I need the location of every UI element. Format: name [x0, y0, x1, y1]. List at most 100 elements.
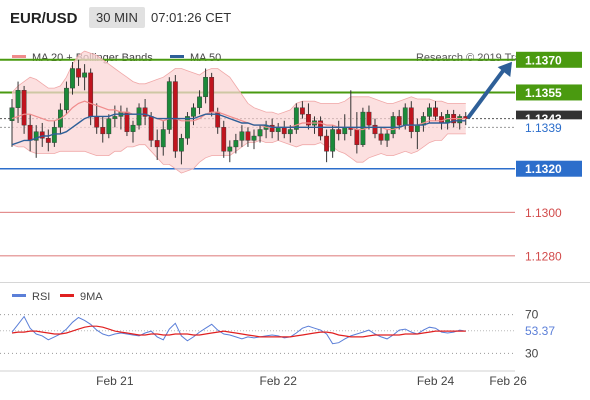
level-label: 1.1339	[525, 121, 562, 135]
candle-body	[396, 116, 402, 126]
current-time: 07:01:26 CET	[151, 10, 232, 25]
rsi-level-label: 30	[525, 346, 539, 360]
price-legend: MA 20 + Bollinger BandsMA 50	[12, 52, 221, 64]
candle-body	[372, 124, 378, 135]
candle-body	[408, 107, 414, 132]
rsi-legend-swatch	[12, 294, 26, 297]
candle-body	[178, 138, 184, 152]
price-chart: MA 20 + Bollinger BandsMA 50 Research © …	[0, 50, 582, 264]
candle-body	[269, 124, 275, 132]
candle-body	[15, 90, 21, 108]
projection-arrow-shaft	[467, 64, 508, 119]
level-tag-resistance	[516, 84, 582, 101]
x-tick-label: Feb 24	[417, 374, 455, 388]
candle-body	[154, 140, 160, 148]
level-label: 1.1370	[525, 53, 562, 67]
candle-body	[245, 131, 251, 141]
rsi-line	[11, 315, 466, 345]
candle-body	[100, 127, 106, 135]
level-tag-target	[516, 204, 582, 221]
candle-body	[433, 107, 438, 117]
candle-body	[106, 118, 112, 135]
rsi-legend-label: RSI	[32, 291, 50, 303]
bollinger-upper	[11, 50, 466, 115]
price-level-labels: 1.13701.13551.13431.13391.13201.13001.12…	[516, 51, 582, 264]
candle-body	[197, 96, 202, 108]
x-tick-label: Feb 22	[260, 374, 298, 388]
candle-body	[172, 81, 178, 152]
candle-body	[112, 116, 118, 119]
candle-body	[239, 131, 245, 141]
candle-body	[124, 111, 130, 132]
candle-body	[354, 129, 360, 145]
level-tag-resistance	[516, 51, 582, 68]
candle-body	[384, 133, 390, 141]
level-label: 1.1300	[525, 206, 562, 220]
candle-body	[324, 135, 329, 152]
candle-body	[251, 135, 257, 141]
rsi-current-tag	[516, 322, 582, 339]
bollinger-bands	[11, 50, 466, 174]
projection-arrow-head	[497, 61, 512, 77]
rsi-current-label: 53.37	[525, 324, 555, 338]
candle-body	[300, 107, 305, 115]
candle-body	[318, 120, 323, 137]
candle-body	[148, 116, 154, 141]
rsi-level-label: 70	[525, 308, 539, 322]
candle-body	[45, 138, 51, 143]
rsi-legend-swatch	[60, 294, 74, 297]
candle-body	[142, 107, 148, 117]
x-tick-label: Feb 26	[489, 374, 527, 388]
rsi-levels	[0, 314, 515, 354]
candle-body	[94, 116, 100, 128]
candle-body	[64, 87, 69, 111]
candle-body	[185, 116, 190, 139]
candle-body	[166, 81, 172, 130]
candle-body	[342, 127, 348, 135]
candle-body	[221, 127, 227, 152]
bollinger-lower	[11, 133, 466, 174]
candle-body	[336, 129, 342, 135]
candle-body	[233, 140, 239, 148]
candle-body	[39, 131, 45, 139]
x-tick-label: Feb 21	[96, 374, 134, 388]
candle-body	[130, 124, 136, 132]
timeframe-selector[interactable]: 30 MIN	[89, 7, 145, 28]
candle-body	[21, 90, 27, 126]
candle-body	[414, 124, 420, 132]
rsi-ma9-line	[11, 325, 466, 338]
candle-body	[281, 127, 287, 135]
level-label: 1.1280	[525, 249, 562, 263]
level-label: 1.1320	[525, 162, 562, 176]
candle-body	[88, 72, 94, 117]
candle-body	[227, 146, 233, 152]
candles	[9, 59, 469, 165]
candle-body	[33, 131, 39, 141]
candle-body	[82, 72, 88, 78]
candle-body	[457, 116, 463, 124]
bollinger-fill	[12, 51, 466, 174]
rsi-legend: RSI 9MA	[12, 291, 103, 303]
candle-body	[160, 129, 166, 148]
candle-body	[390, 116, 396, 135]
projection-arrow	[467, 61, 512, 119]
legend-swatch	[170, 55, 184, 58]
candle-body	[293, 107, 299, 130]
candle-body	[191, 107, 196, 117]
symbol-label: EUR/USD	[10, 10, 78, 27]
candle-body	[9, 107, 15, 121]
level-tag-support	[516, 160, 582, 177]
candle-body	[287, 129, 293, 135]
candle-body	[427, 107, 432, 117]
candle-body	[209, 77, 215, 113]
candle-body	[27, 124, 33, 141]
level-tag-target	[516, 247, 582, 264]
candle-body	[330, 129, 336, 152]
chart-header: EUR/USD 30 MIN 07:01:26 CET	[0, 0, 590, 38]
ma50-line	[11, 113, 466, 146]
moving-averages	[11, 100, 466, 146]
ma20-line	[11, 100, 466, 131]
x-axis: Feb 21 Feb 22 Feb 24 Feb 26	[96, 374, 527, 388]
candle-body	[306, 114, 311, 126]
